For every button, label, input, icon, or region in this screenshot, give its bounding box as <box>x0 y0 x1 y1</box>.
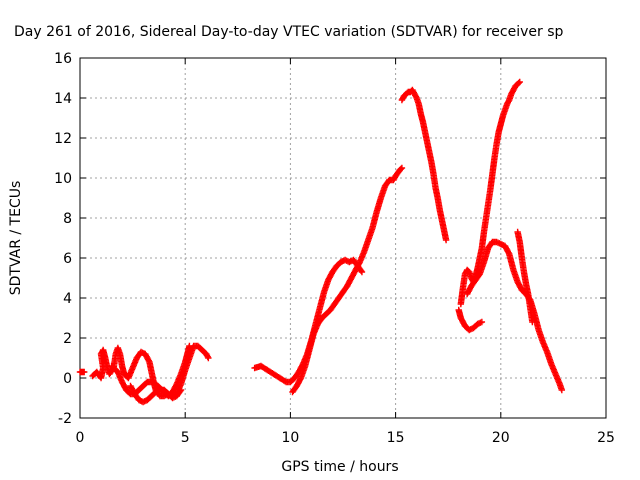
data-point <box>398 164 406 172</box>
data-series-segment <box>398 86 450 244</box>
y-tick-label: -2 <box>58 411 72 427</box>
data-point <box>81 368 88 376</box>
data-point <box>529 318 536 326</box>
y-axis-label: SDTVAR / TECUs <box>8 181 24 296</box>
data-point <box>397 165 405 173</box>
y-tick-label: 2 <box>63 331 72 347</box>
data-points <box>76 78 566 406</box>
y-tick-label: 4 <box>63 291 72 307</box>
x-tick-label: 25 <box>597 430 615 446</box>
y-tick-label: 6 <box>63 251 72 267</box>
data-series-segment <box>89 342 212 400</box>
data-point <box>515 79 522 87</box>
data-point <box>204 353 211 360</box>
chart-title: Day 261 of 2016, Sidereal Day-to-day VTE… <box>14 24 564 40</box>
data-series-segment <box>289 164 406 396</box>
x-tick-label: 5 <box>181 430 190 446</box>
y-tick-label: 14 <box>54 91 72 107</box>
x-tick-label: 20 <box>492 430 510 446</box>
y-tick-label: 12 <box>54 131 72 147</box>
data-series-segment <box>455 306 486 334</box>
x-tick-label: 15 <box>387 430 405 446</box>
data-point <box>358 268 366 276</box>
y-tick-label: 8 <box>63 211 72 227</box>
y-tick-label: 10 <box>54 171 72 187</box>
x-tick-label: 10 <box>281 430 299 446</box>
data-point <box>558 386 566 394</box>
y-tick-label: 0 <box>63 371 72 387</box>
x-axis-label: GPS time / hours <box>281 459 398 475</box>
data-point <box>357 267 365 274</box>
data-series-segment <box>457 78 523 308</box>
data-point <box>176 388 184 395</box>
data-point <box>442 236 450 244</box>
data-series-segment <box>127 382 185 406</box>
y-tick-label: 16 <box>54 51 72 67</box>
data-series-segment <box>76 368 88 376</box>
data-point <box>186 342 193 350</box>
x-tick-label: 0 <box>76 430 85 446</box>
data-point <box>516 78 523 86</box>
data-point <box>177 386 185 394</box>
data-point <box>205 354 212 362</box>
data-series-segment <box>514 228 536 326</box>
grid <box>80 58 606 418</box>
data-series-segment <box>251 256 366 386</box>
plot-frame <box>79 57 607 419</box>
data-point <box>478 318 486 326</box>
